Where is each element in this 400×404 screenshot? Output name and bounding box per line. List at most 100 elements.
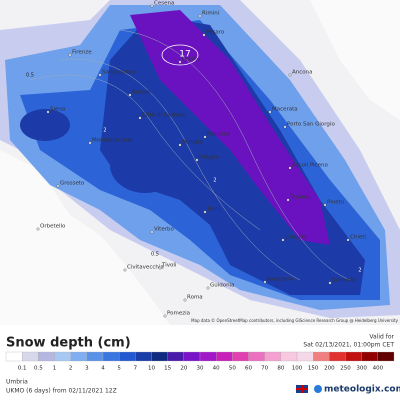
legend-tick: 50 [229, 366, 236, 372]
legend-tick: 200 [324, 366, 335, 372]
city-dot [128, 93, 132, 97]
legend-tick: 3 [85, 366, 89, 372]
legend-tick: 400 [373, 366, 384, 372]
legend-cell [22, 351, 39, 362]
contour-label: 0.5 [151, 252, 159, 258]
city-label: Sansepolcro [102, 70, 136, 76]
snow-dark [110, 137, 180, 193]
city-label: Montepulciano [92, 138, 133, 144]
city-label: Civitavecchia [127, 265, 164, 271]
city-dot [198, 14, 202, 18]
city-label: Foligno [199, 155, 219, 161]
city-dot [203, 135, 207, 139]
city-label: Tivoli [161, 263, 177, 269]
legend-tick: 60 [245, 366, 252, 372]
legend-cell [86, 351, 104, 362]
model: UKMO (6 days) from 02/11/2021 12Z [6, 388, 117, 395]
legend-cell [216, 351, 233, 362]
city-label: Porto San Giorgio [287, 122, 335, 128]
city-dot [56, 184, 60, 188]
city-dot [328, 281, 332, 285]
legend-cell [296, 351, 314, 362]
city-dot [288, 166, 292, 170]
legend-cell [329, 351, 346, 362]
city-label: Viterbo [154, 227, 174, 233]
map [0, 0, 400, 325]
legend-cell [5, 351, 23, 362]
city-dot [346, 238, 350, 242]
legend-tick: 4 [101, 366, 105, 372]
city-label: Roma [187, 295, 203, 301]
legend-cell [377, 351, 395, 362]
legend-cell [199, 351, 217, 362]
valid-label: Valid for [369, 334, 394, 341]
contour-label: 2 [103, 128, 106, 134]
city-dot [203, 210, 207, 214]
city-label: Chieti [350, 235, 366, 241]
city-dot [138, 116, 142, 120]
city-dot [323, 203, 327, 207]
contour-label: 17 [179, 50, 190, 60]
legend-tick: 150 [308, 366, 319, 372]
legend-cell [54, 351, 71, 362]
contour-label: 2 [358, 268, 361, 274]
city-dot [286, 198, 290, 202]
legend-cell [361, 351, 378, 362]
city-dot [283, 125, 287, 129]
brand[interactable]: meteologix.com [324, 385, 400, 395]
valid-time: Sat 02/13/2021, 01:00pm CET [303, 342, 394, 349]
snow-purple [130, 10, 330, 245]
region: Umbria [6, 379, 28, 386]
legend-tick: 300 [356, 366, 367, 372]
contour-label: 2 [213, 178, 216, 184]
city-label: Pesaro [206, 30, 225, 36]
city-label: Avezzano [267, 277, 294, 283]
city-dot [68, 53, 72, 57]
contour-label: 0.5 [26, 73, 34, 79]
city-dot [202, 33, 206, 37]
legend-cell [345, 351, 362, 362]
legend-cell [264, 351, 281, 362]
legend-tick: 30 [197, 366, 204, 372]
legend-tick: 0.5 [34, 366, 43, 372]
city-label: Orbetello [40, 224, 66, 230]
logo [314, 385, 322, 393]
city-label: Urbino [182, 57, 201, 63]
city-dot [268, 110, 272, 114]
legend-tick: 1 [53, 366, 57, 372]
city-label: Macerata [272, 107, 298, 113]
city-label: Città di Castello [142, 112, 186, 119]
city-dot [263, 280, 267, 284]
city-dot [98, 73, 102, 77]
legend-cell [313, 351, 330, 362]
legend-cell [248, 351, 265, 362]
legend-cell [38, 351, 55, 362]
legend-cell [232, 351, 249, 362]
city-label: Teramo [289, 195, 311, 201]
legend-tick: 100 [292, 366, 303, 372]
attribution: Map data © OpenStreetMap contributors, i… [191, 318, 398, 323]
legend-tick: 20 [180, 366, 187, 372]
legend-tick: 15 [164, 366, 171, 372]
contours [29, 29, 351, 281]
city-dot [206, 286, 210, 290]
city-label: Cesena [154, 1, 174, 7]
city-label: L'Aquila [285, 235, 307, 241]
city-dot [158, 266, 162, 270]
city-dot [150, 4, 154, 8]
city-dot [88, 141, 92, 145]
legend-tick: 80 [277, 366, 284, 372]
legend-tick: 2 [69, 366, 73, 372]
city-dot [150, 230, 154, 234]
city-dot [163, 314, 167, 318]
city-dot [281, 238, 285, 242]
sea [0, 150, 170, 325]
city-label: Guidonia [210, 283, 235, 289]
city-label: Ascoli Piceno [292, 163, 328, 169]
city-label: Firenze [72, 50, 92, 56]
city-label: Arezzo [132, 90, 151, 96]
snow-dark [20, 109, 70, 141]
city-dot [46, 110, 50, 114]
legend-cell [102, 351, 120, 362]
